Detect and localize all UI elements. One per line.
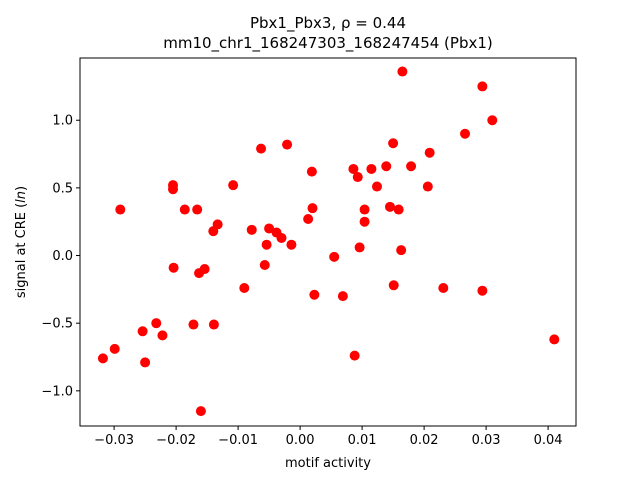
data-point	[385, 201, 395, 212]
data-point	[393, 204, 404, 215]
data-point	[303, 214, 314, 224]
data-point	[349, 350, 360, 361]
data-point	[109, 343, 120, 354]
data-point	[199, 264, 210, 275]
data-point	[354, 242, 365, 253]
data-point	[348, 163, 359, 174]
data-point	[115, 204, 126, 215]
data-point	[140, 357, 151, 368]
data-point	[256, 143, 267, 154]
y-axis-ticks: −1.0 −0.5 0.0 0.5 1.0	[41, 114, 80, 399]
x-tick-label: −0.02	[156, 433, 196, 448]
data-point	[239, 283, 250, 293]
data-point	[306, 166, 317, 177]
data-point	[179, 204, 190, 215]
y-tick-label: 0.0	[52, 249, 73, 264]
data-point	[246, 224, 257, 235]
data-point	[438, 283, 449, 293]
data-point	[151, 318, 162, 329]
data-point	[388, 138, 399, 149]
y-tick-label: −1.0	[41, 384, 73, 399]
x-tick-label: 0.04	[534, 433, 563, 448]
data-point	[309, 289, 320, 300]
x-tick-label: −0.01	[218, 433, 258, 448]
points-layer	[97, 66, 560, 417]
data-point	[261, 239, 272, 250]
x-tick-label: 0.02	[410, 433, 439, 448]
data-point	[212, 219, 223, 230]
data-point	[397, 66, 408, 77]
data-point	[477, 285, 488, 296]
y-axis-label: signal at CRE (ln)	[14, 186, 29, 298]
x-axis-label: motif activity	[285, 456, 371, 471]
data-point	[259, 260, 270, 270]
data-point	[381, 161, 392, 172]
chart-subtitle: mm10_chr1_168247303_168247454 (Pbx1)	[163, 34, 493, 53]
data-point	[388, 280, 399, 291]
data-point	[97, 353, 108, 364]
x-tick-label: −0.03	[94, 433, 134, 448]
data-point	[188, 319, 199, 330]
data-point	[352, 172, 363, 183]
data-point	[276, 232, 287, 243]
data-point	[168, 184, 178, 195]
data-point	[195, 406, 206, 417]
data-point	[192, 204, 203, 215]
data-point	[396, 245, 407, 256]
chart-title: Pbx1_Pbx3, ρ = 0.44	[250, 14, 406, 33]
data-point	[487, 115, 498, 126]
data-point	[422, 181, 433, 192]
data-point	[137, 326, 148, 337]
y-tick-label: −0.5	[41, 317, 73, 332]
data-point	[168, 262, 179, 273]
plot-frame	[79, 57, 577, 427]
y-tick-label: 0.5	[52, 181, 73, 196]
data-point	[307, 203, 318, 214]
data-point	[157, 330, 168, 341]
data-point	[424, 147, 435, 158]
y-tick-label: 1.0	[52, 114, 73, 129]
data-point	[549, 334, 560, 345]
data-point	[208, 319, 219, 330]
data-point	[406, 161, 417, 172]
data-point	[359, 216, 370, 227]
data-point	[371, 181, 382, 192]
data-point	[329, 251, 340, 262]
data-point	[337, 291, 348, 302]
data-point	[286, 239, 297, 250]
x-tick-label: 0.03	[472, 433, 501, 448]
data-point	[228, 180, 239, 191]
x-tick-label: 0.01	[348, 433, 377, 448]
data-point	[282, 139, 293, 150]
data-point	[366, 163, 377, 174]
data-point	[477, 81, 488, 92]
x-tick-label: 0.00	[286, 433, 315, 448]
data-point	[460, 128, 471, 139]
x-axis-ticks: −0.03 −0.02 −0.01 0.00 0.01 0.02 0.03 0.04	[94, 426, 563, 448]
data-point	[359, 204, 370, 215]
data-point	[264, 223, 275, 234]
